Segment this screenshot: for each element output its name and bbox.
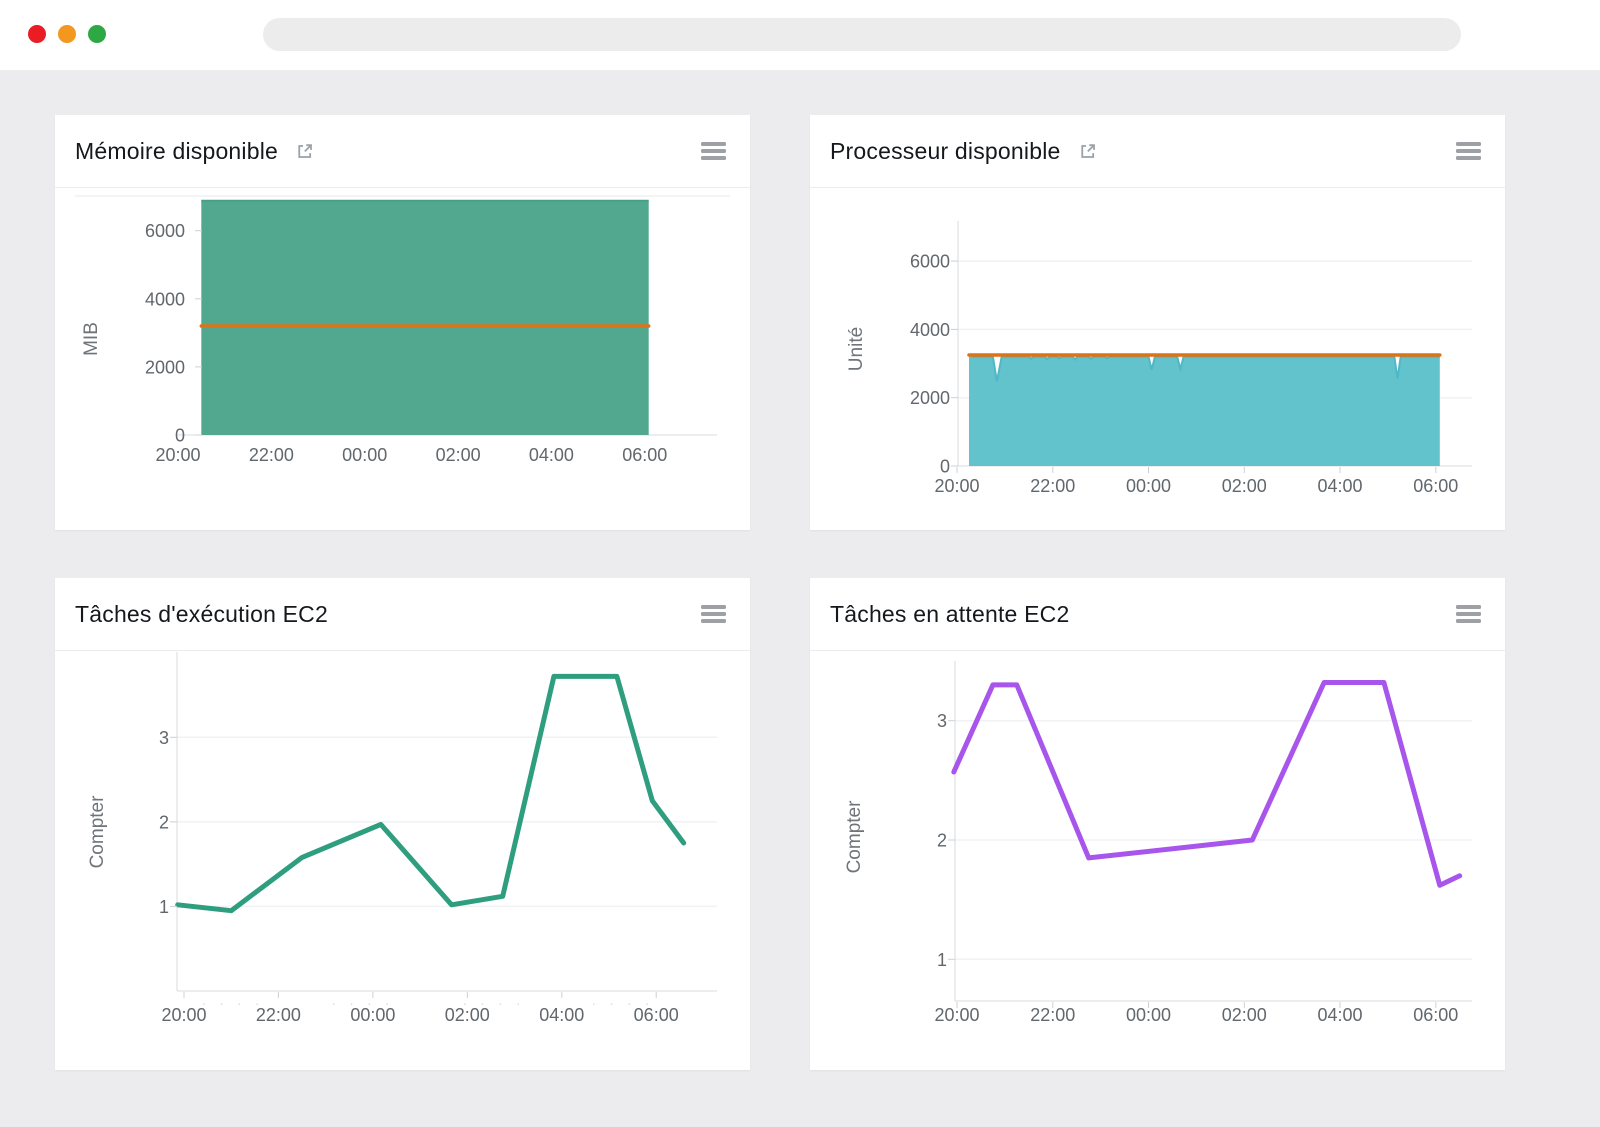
- x-tick-label: 06:00: [622, 445, 667, 465]
- x-tick-label: 02:00: [1222, 476, 1267, 496]
- x-tick-label: 04:00: [539, 1005, 584, 1025]
- x-tick-label: 22:00: [249, 445, 294, 465]
- area-series: [201, 200, 649, 435]
- x-tick-label: 04:00: [1317, 1005, 1362, 1025]
- x-tick-label: 02:00: [445, 1005, 490, 1025]
- y-tick-label: 6000: [910, 252, 950, 272]
- x-tick-label: 00:00: [342, 445, 387, 465]
- x-tick-label: 00:00: [1126, 1005, 1171, 1025]
- window-minimize-button[interactable]: [58, 25, 76, 43]
- y-tick-label: 4000: [145, 289, 185, 309]
- y-axis-label: MIB: [81, 322, 102, 356]
- faded-minor-labels: . . . .: [592, 992, 654, 1008]
- memory-chart: 20:00 22:00 00:00 02:00 04:00 06:00 0 2000 4000 6…: [75, 195, 730, 465]
- pending-tasks-chart: 20:00 22:00 00:00 02:00 04:00 06:00 1 2 3 Compter: [844, 661, 1472, 1025]
- panel-pending-tasks: Tâches en attente EC2 20:00 22:00 00:00 02:…: [810, 578, 1505, 1070]
- x-tick-label: 06:00: [1413, 1005, 1458, 1025]
- panel-title: Processeur disponible: [830, 137, 1061, 164]
- panel-title: Tâches en attente EC2: [830, 600, 1070, 627]
- running-tasks-chart: 20:00 22:00 00:00 02:00 04:00 06:00 1 2 3 . . . .…: [87, 651, 717, 1025]
- y-tick-label: 1: [937, 950, 947, 970]
- y-tick-label: 2000: [145, 357, 185, 377]
- panel-header: Tâches d'exécution EC2: [55, 578, 750, 651]
- menu-icon[interactable]: [701, 138, 726, 164]
- x-tick-label: 20:00: [161, 1005, 206, 1025]
- panel-memory: Mémoire disponible 20:00 22:00 00:00 02:00 0…: [55, 115, 750, 530]
- x-tick-label: 06:00: [1413, 476, 1458, 496]
- panel-header: Processeur disponible: [810, 115, 1505, 188]
- x-tick-label: 22:00: [1030, 1005, 1075, 1025]
- y-tick-label: 0: [940, 457, 950, 477]
- panel-title: Mémoire disponible: [75, 137, 279, 164]
- panel-running-tasks: Tâches d'exécution EC2 20:00 22:00 00:00 02…: [55, 578, 750, 1070]
- x-tick-label: 20:00: [934, 476, 979, 496]
- url-bar[interactable]: [263, 18, 1461, 51]
- dashboard-grid: Mémoire disponible 20:00 22:00 00:00 02:00 0…: [55, 115, 1600, 1070]
- faded-minor-labels: . . . .: [463, 992, 525, 1008]
- panel-cpu: Processeur disponible 20:00 22:00 00:00 02:…: [810, 115, 1505, 530]
- menu-icon[interactable]: [1456, 601, 1481, 627]
- y-axis-label: Unité: [846, 327, 867, 371]
- y-axis-label: Compter: [87, 795, 108, 869]
- x-tick-label: 02:00: [1222, 1005, 1267, 1025]
- x-tick-label: 22:00: [1030, 476, 1075, 496]
- menu-icon[interactable]: [1456, 138, 1481, 164]
- window-close-button[interactable]: [28, 25, 46, 43]
- x-tick-label: 04:00: [529, 445, 574, 465]
- window-maximize-button[interactable]: [88, 25, 106, 43]
- line-series: [175, 673, 687, 914]
- panel-header: Tâches en attente EC2: [810, 578, 1505, 651]
- x-tick-label: 02:00: [436, 445, 481, 465]
- y-tick-label: 4000: [910, 320, 950, 340]
- panel-title: Tâches d'exécution EC2: [75, 600, 328, 627]
- x-tick-label: 06:00: [634, 1005, 679, 1025]
- y-tick-label: 3: [937, 711, 947, 731]
- faded-minor-labels: . . . .: [332, 992, 394, 1008]
- y-tick-label: 2: [159, 812, 169, 832]
- panel-header: Mémoire disponible: [55, 115, 750, 188]
- y-tick-label: 3: [159, 728, 169, 748]
- y-axis-label: Compter: [844, 800, 865, 874]
- external-link-icon[interactable]: [1077, 141, 1098, 162]
- x-tick-label: 04:00: [1317, 476, 1362, 496]
- x-tick-label: 20:00: [155, 445, 200, 465]
- y-tick-label: 0: [175, 426, 185, 446]
- line-series: [951, 680, 1463, 888]
- y-tick-label: 1: [159, 897, 169, 917]
- x-tick-label: 20:00: [934, 1005, 979, 1025]
- faded-minor-labels: . . . .: [202, 992, 264, 1008]
- y-tick-label: 2000: [910, 388, 950, 408]
- menu-icon[interactable]: [701, 601, 726, 627]
- area-series: [969, 354, 1440, 466]
- browser-chrome: [0, 0, 1600, 70]
- y-tick-label: 6000: [145, 221, 185, 241]
- y-tick-label: 2: [937, 831, 947, 851]
- external-link-icon[interactable]: [294, 141, 315, 162]
- x-tick-label: 00:00: [350, 1005, 395, 1025]
- x-tick-label: 22:00: [256, 1005, 301, 1025]
- x-tick-label: 00:00: [1126, 476, 1171, 496]
- cpu-chart: 20:00 22:00 00:00 02:00 04:00 06:00 0 2000 4000 6…: [846, 221, 1472, 496]
